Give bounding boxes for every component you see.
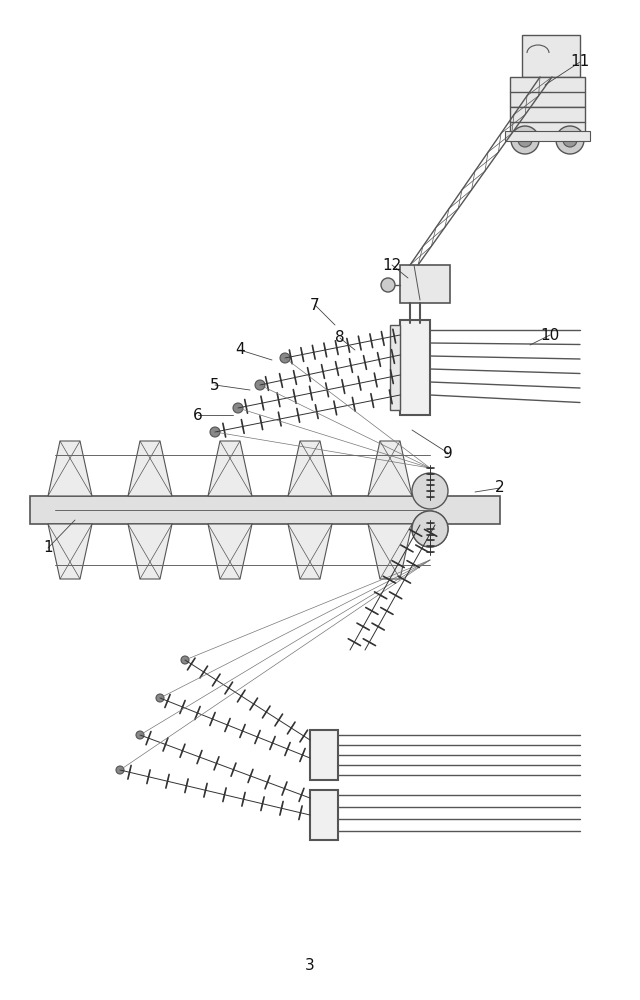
Text: 7: 7 <box>310 298 320 312</box>
Polygon shape <box>368 524 412 579</box>
Circle shape <box>412 473 448 509</box>
Circle shape <box>210 427 220 437</box>
Polygon shape <box>288 524 332 579</box>
Circle shape <box>233 403 243 413</box>
Circle shape <box>511 126 539 154</box>
Polygon shape <box>208 441 252 496</box>
Polygon shape <box>288 441 332 496</box>
Text: 10: 10 <box>540 328 559 342</box>
Bar <box>522 35 580 77</box>
Text: 1: 1 <box>43 540 53 556</box>
Circle shape <box>156 694 164 702</box>
Circle shape <box>563 133 577 147</box>
Circle shape <box>181 656 189 664</box>
Text: 5: 5 <box>210 377 220 392</box>
Polygon shape <box>208 524 252 579</box>
Bar <box>505 131 590 141</box>
Circle shape <box>280 353 290 363</box>
Text: 4: 4 <box>235 342 245 358</box>
Bar <box>390 325 400 410</box>
Bar <box>310 730 338 780</box>
Circle shape <box>255 380 265 390</box>
Bar <box>510 77 585 107</box>
Polygon shape <box>128 524 172 579</box>
Circle shape <box>556 126 584 154</box>
Text: 11: 11 <box>570 54 589 70</box>
Bar <box>400 265 450 303</box>
Circle shape <box>518 133 532 147</box>
Text: 9: 9 <box>443 446 453 460</box>
Text: 2: 2 <box>495 481 505 495</box>
Polygon shape <box>368 441 412 496</box>
Circle shape <box>116 766 124 774</box>
Text: 3: 3 <box>305 958 315 972</box>
Circle shape <box>412 511 448 547</box>
Circle shape <box>412 511 448 547</box>
Text: 12: 12 <box>382 257 402 272</box>
Bar <box>30 496 500 524</box>
Circle shape <box>136 731 144 739</box>
Bar <box>310 790 338 840</box>
Polygon shape <box>48 441 92 496</box>
Polygon shape <box>128 441 172 496</box>
Circle shape <box>381 278 395 292</box>
Polygon shape <box>48 524 92 579</box>
Text: 6: 6 <box>193 408 203 422</box>
Bar <box>400 320 430 415</box>
Text: 8: 8 <box>335 330 345 346</box>
Bar <box>510 107 585 137</box>
